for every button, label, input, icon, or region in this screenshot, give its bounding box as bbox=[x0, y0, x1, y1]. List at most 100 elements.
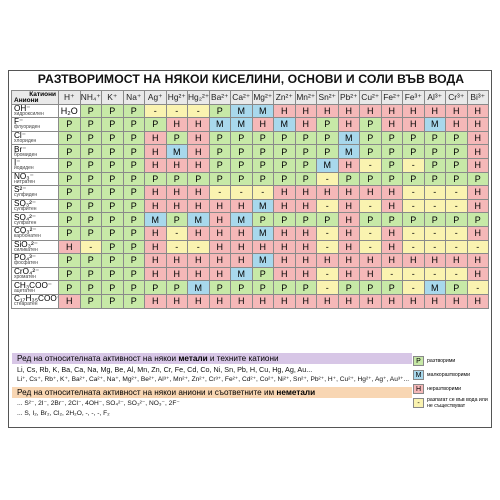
solubility-cell: H bbox=[187, 157, 210, 173]
solubility-cell: P bbox=[359, 117, 382, 132]
solubility-cell: P bbox=[79, 130, 102, 146]
solubility-cell: H bbox=[402, 293, 425, 309]
table-row: I⁻ йодиден P P P P H H H P P P P P M H - P - P P H bbox=[11, 157, 489, 173]
solubility-cell: P bbox=[79, 171, 102, 187]
table-row: PO₄³⁻ фосфатен P P P P H H H H H M H H H H H H H H H H bbox=[11, 253, 489, 268]
anion-formula: Br⁻ bbox=[14, 144, 27, 154]
solubility-cell: H bbox=[380, 239, 403, 255]
cation-header: Cr³⁺ bbox=[445, 90, 468, 105]
solubility-cell: - bbox=[316, 266, 339, 282]
solubility-cell: H bbox=[466, 225, 489, 241]
solubility-cell: H bbox=[230, 225, 253, 241]
solubility-cell: P bbox=[230, 171, 253, 187]
anions-section-bold: неметали bbox=[276, 388, 316, 397]
cation-header: Fe³⁺ bbox=[402, 90, 425, 105]
solubility-cell: - bbox=[445, 198, 468, 214]
cation-header: Cu²⁺ bbox=[359, 90, 382, 105]
solubility-cell: P bbox=[445, 212, 468, 227]
solubility-cell: - bbox=[402, 225, 425, 241]
table-row: CO₃²⁻ карбонатен P P P P H - H H H M H H - H - H - - - H bbox=[11, 225, 489, 241]
solubility-cell: H bbox=[294, 253, 317, 268]
cation-header: Al³⁺ bbox=[423, 90, 446, 105]
solubility-cell: P bbox=[101, 144, 124, 159]
solubility-cell: P bbox=[230, 157, 253, 173]
solubility-cell: M bbox=[208, 117, 231, 132]
metals-section-bold: метали bbox=[178, 354, 208, 363]
solubility-cell: P bbox=[359, 212, 382, 227]
solubility-cell: - bbox=[316, 171, 339, 187]
solubility-cell: M bbox=[230, 266, 253, 282]
cation-header: Mg²⁺ bbox=[251, 90, 274, 105]
solubility-cell: P bbox=[273, 171, 296, 187]
solubility-cell: H bbox=[466, 293, 489, 309]
solubility-cell: P bbox=[122, 144, 145, 159]
solubility-cell: P bbox=[359, 280, 382, 295]
solubility-cell: H bbox=[380, 198, 403, 214]
solubility-cell: P bbox=[79, 253, 102, 268]
legend-swatch: - bbox=[413, 398, 424, 408]
solubility-cell: H bbox=[187, 293, 210, 309]
metals-activity-row: Li, Cs, Rb, K, Ba, Ca, Na, Mg, Be, Al, M… bbox=[17, 365, 313, 374]
solubility-cell: H bbox=[230, 253, 253, 268]
solubility-cell: P bbox=[122, 280, 145, 295]
solubility-cell: H bbox=[294, 185, 317, 200]
solubility-cell: - bbox=[165, 239, 188, 255]
solubility-cell: H bbox=[337, 253, 360, 268]
solubility-cell: P bbox=[58, 144, 81, 159]
solubility-cell: H bbox=[294, 239, 317, 255]
solubility-cell: H bbox=[208, 212, 231, 227]
solubility-cell: - bbox=[144, 103, 167, 119]
anion-formula: SiO₃²⁻ bbox=[14, 240, 39, 249]
table-row: S²⁻ сулфиден P P P P H H H - - - H H H H H H - - - H bbox=[11, 185, 489, 200]
solubility-cell: P bbox=[337, 171, 360, 187]
solubility-cell: H bbox=[208, 253, 231, 268]
solubility-cell: - bbox=[187, 239, 210, 255]
solubility-cell: H bbox=[380, 117, 403, 132]
solubility-cell: H bbox=[58, 239, 81, 255]
anion-name: хроматен bbox=[14, 274, 36, 281]
legend-swatch: M bbox=[413, 370, 424, 380]
solubility-cell: - bbox=[316, 198, 339, 214]
solubility-cell: P bbox=[251, 212, 274, 227]
solubility-cell: P bbox=[423, 212, 446, 227]
solubility-cell: P bbox=[101, 185, 124, 200]
cation-header: Mn²⁺ bbox=[294, 90, 317, 105]
solubility-cell: P bbox=[445, 157, 468, 173]
solubility-cell: H bbox=[165, 293, 188, 309]
solubility-cell: P bbox=[402, 144, 425, 159]
solubility-cell: P bbox=[122, 253, 145, 268]
solubility-cell: P bbox=[359, 130, 382, 146]
solubility-cell: P bbox=[58, 130, 81, 146]
solubility-cell: P bbox=[208, 130, 231, 146]
solubility-cell: P bbox=[165, 280, 188, 295]
solubility-cell: M bbox=[337, 130, 360, 146]
solubility-cell: H bbox=[423, 253, 446, 268]
anion-formula: CrO₄²⁻ bbox=[14, 267, 40, 277]
solubility-cell: M bbox=[230, 212, 253, 227]
legend-text: разтворими bbox=[427, 358, 456, 364]
solubility-cell: M bbox=[251, 253, 274, 268]
solubility-cell: H bbox=[251, 239, 274, 255]
solubility-cell: - bbox=[316, 280, 339, 295]
table-row: CH₃COO⁻ ацетатен P P P P P P M P P P P P - P P P - M P - bbox=[11, 280, 489, 295]
solubility-cell: - bbox=[402, 239, 425, 255]
legend-item: - разпагат се във вода или не съществуват bbox=[413, 397, 491, 409]
solubility-cell: P bbox=[79, 198, 102, 214]
solubility-cell: H bbox=[466, 117, 489, 132]
solubility-cell: H bbox=[337, 225, 360, 241]
cation-header: Hg²⁺ bbox=[165, 90, 188, 105]
solubility-cell: P bbox=[208, 103, 231, 119]
solubility-cell: P bbox=[445, 280, 468, 295]
solubility-rows: OH⁻ хидроксилен H₂O P P P - - - P M M H H H H H H H H H H F⁻ фл… bbox=[11, 103, 489, 309]
solubility-cell: H bbox=[380, 225, 403, 241]
solubility-cell: P bbox=[402, 130, 425, 146]
solubility-cell: H bbox=[165, 198, 188, 214]
solubility-cell: H bbox=[337, 239, 360, 255]
solubility-cell: M bbox=[251, 103, 274, 119]
solubility-cell: H bbox=[144, 130, 167, 146]
solubility-cell: M bbox=[423, 280, 446, 295]
anion-formula: OH⁻ bbox=[14, 104, 31, 113]
